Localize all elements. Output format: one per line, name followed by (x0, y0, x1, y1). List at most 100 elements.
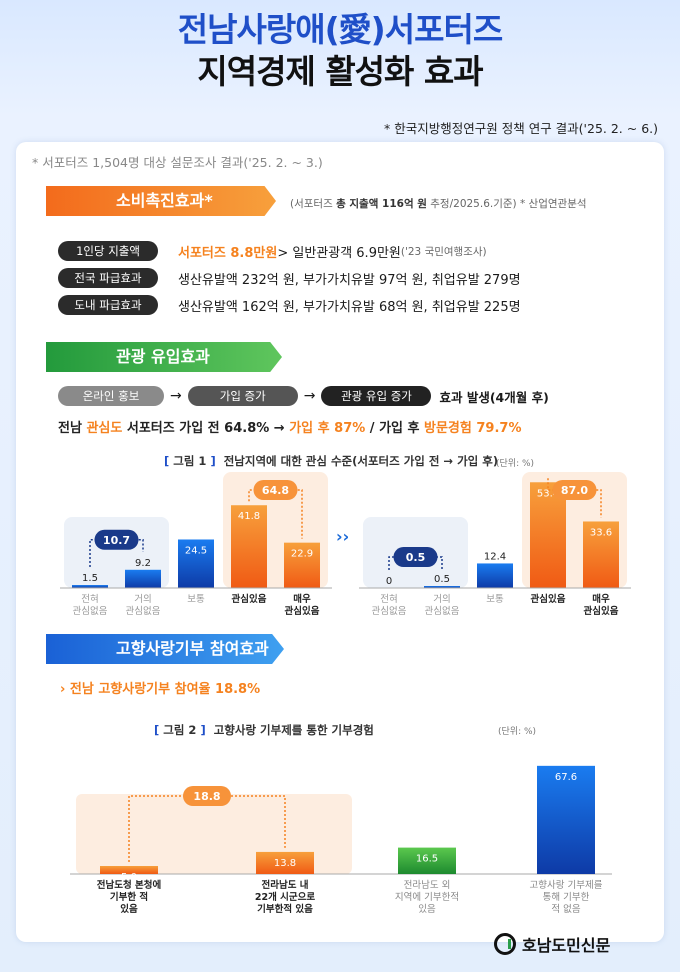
category-label: 통해 기부한 (543, 891, 590, 903)
flow-arrow: → (170, 388, 182, 404)
tourism-flow: 온라인 홍보 → 가입 증가 → 관광 유입 증가 효과 발생(4개월 후) (58, 386, 549, 406)
survey-note: * 서포터즈 1,504명 대상 설문조사 결과('25. 2. ~ 3.) (32, 155, 323, 170)
category-label: 보통 (187, 594, 205, 605)
chart-arrow-icon: ›› (336, 527, 349, 546)
bar (537, 765, 595, 874)
bar (125, 569, 161, 588)
category-label: 전라남도 내 (261, 879, 308, 891)
row-source: ('23 국민여행조사) (400, 245, 487, 258)
row-text: 생산유발액 162억 원, 부가가치유발 68억 원, 취업유발 225명 (178, 299, 521, 315)
row-label: 전국 파급효과 (58, 268, 158, 288)
consumption-row: 전국 파급효과 생산유발액 232억 원, 부가가치유발 97억 원, 취업유발… (58, 267, 521, 289)
category-label: 관심있음 (584, 605, 619, 617)
group-total-pill (253, 480, 298, 500)
bar-value-label: 24.5 (185, 545, 207, 556)
category-label: 관심없음 (425, 605, 460, 617)
flow-step: 온라인 홍보 (58, 386, 164, 406)
consumption-note: (서포터즈 총 지출액 116억 원 추정/2025.6.기준) * 산업연관분… (290, 198, 587, 210)
group-total-label: 0.5 (406, 551, 426, 564)
fig1-title: [그림 1] 전남지역에 대한 관심 수준(서포터즈 가입 전 → 가입 후) (164, 454, 499, 468)
category-label: 매우 (293, 593, 311, 605)
flow-result: 효과 발생(4개월 후) (439, 389, 549, 405)
bar (178, 539, 214, 588)
category-label: 전라남도 외 (404, 879, 451, 891)
category-label: 전혀 (81, 594, 98, 605)
row-text: > 일반관광객 6.9만원 (277, 245, 401, 261)
row-text: 생산유발액 232억 원, 부가가치유발 97억 원, 취업유발 279명 (178, 272, 521, 288)
consumption-row: 도내 파급효과 생산유발액 162억 원, 부가가치유발 68억 원, 취업유발… (58, 294, 521, 316)
section-consumption-title: 소비촉진효과* (46, 186, 276, 216)
row-label: 1인당 지출액 (58, 241, 158, 261)
category-label: 매우 (592, 593, 610, 605)
group-total-pill (393, 547, 438, 568)
group-total-pill (94, 529, 139, 550)
bar-value-label: 12.4 (484, 551, 506, 562)
flow-arrow: → (303, 388, 316, 404)
bar-value-label: 53.4 (537, 488, 559, 499)
bar-value-label: 33.6 (590, 527, 612, 538)
page-subtitle: 지역경제 활성화 효과 (197, 52, 483, 91)
category-label: 거의 (134, 594, 151, 605)
category-label: 22개 시군으로 (255, 891, 315, 903)
bar (398, 847, 456, 874)
bar-value-label: 9.2 (135, 558, 151, 569)
bar-value-label: 22.9 (291, 549, 313, 560)
category-label: 적 없음 (551, 903, 580, 915)
header: 전남사랑애(愛)서포터즈 지역경제 활성화 효과 (0, 10, 680, 92)
consumption-row: 1인당 지출액 서포터즈 8.8만원 > 일반관광객 6.9만원 ('23 국민… (58, 240, 487, 262)
category-label: 관심없음 (73, 605, 108, 617)
row-label: 도내 파급효과 (58, 295, 158, 315)
group-total-label: 18.8 (193, 790, 220, 803)
category-label: 관심없음 (372, 605, 407, 617)
bar-value-label: 1.5 (82, 573, 98, 584)
bar (284, 542, 320, 588)
category-label: 전혀 (380, 594, 397, 605)
group-total-pill (183, 786, 231, 806)
bar (72, 585, 108, 588)
group-total-label: 87.0 (561, 484, 588, 497)
flow-step: 가입 증가 (187, 386, 298, 406)
bar-value-label: 13.8 (274, 858, 296, 869)
category-label: 있음 (418, 903, 436, 915)
page-title: 전남사랑애(愛)서포터즈 (177, 10, 503, 49)
group-total-label: 10.7 (103, 534, 130, 547)
category-label: 관심없음 (126, 605, 161, 617)
bar-value-label: 0 (386, 576, 392, 587)
bar (100, 866, 158, 874)
source-note: * 한국지방행정연구원 정책 연구 결과('25. 2. ~ 6.) (384, 121, 658, 136)
category-label: 있음 (120, 903, 138, 915)
interest-summary: 전남 관심도 서포터즈 가입 전 64.8% → 가입 후 87% / 가입 후… (58, 421, 522, 436)
bar (231, 505, 267, 588)
category-label: 지역에 기부한적 (395, 891, 459, 903)
donation-rate: › 전남 고향사랑기부 참여율 18.8% (60, 682, 261, 697)
fig2-title: [그림 2] 고향사랑 기부제를 통한 기부경험 (154, 723, 374, 737)
row-highlight: 서포터즈 8.8만원 (178, 245, 278, 261)
bar-value-label: 16.5 (416, 854, 438, 865)
bar (477, 563, 513, 588)
category-label: 관심있음 (232, 593, 267, 605)
category-label: 거의 (433, 594, 450, 605)
brand-logo: 호남도민신문 (494, 932, 610, 956)
fig2-unit: (단위: %) (498, 727, 537, 737)
group-total-pill (552, 480, 597, 500)
fig1-unit: (단위: %) (496, 459, 535, 469)
category-label: 관심있음 (531, 593, 566, 605)
logo-mark-icon (494, 933, 516, 955)
bar (583, 521, 619, 588)
category-label: 관심있음 (285, 605, 320, 617)
bar (530, 482, 566, 588)
bar (424, 586, 460, 588)
category-label: 보통 (486, 594, 504, 605)
category-label: 기부한 적 (110, 891, 148, 903)
bar-value-label: 0.5 (434, 574, 450, 585)
bar-value-label: 5.0 (121, 872, 137, 883)
category-label: 기부한적 있음 (257, 903, 313, 915)
section-donation-title: 고향사랑기부 참여효과 (46, 634, 284, 664)
group-total-label: 64.8 (262, 484, 289, 497)
category-label: 전남도청 본청에 (97, 879, 162, 891)
bar-value-label: 67.6 (555, 772, 577, 783)
bar-value-label: 41.8 (238, 511, 260, 522)
category-label: 고향사랑 기부제를 (530, 879, 603, 891)
bar (256, 851, 314, 874)
